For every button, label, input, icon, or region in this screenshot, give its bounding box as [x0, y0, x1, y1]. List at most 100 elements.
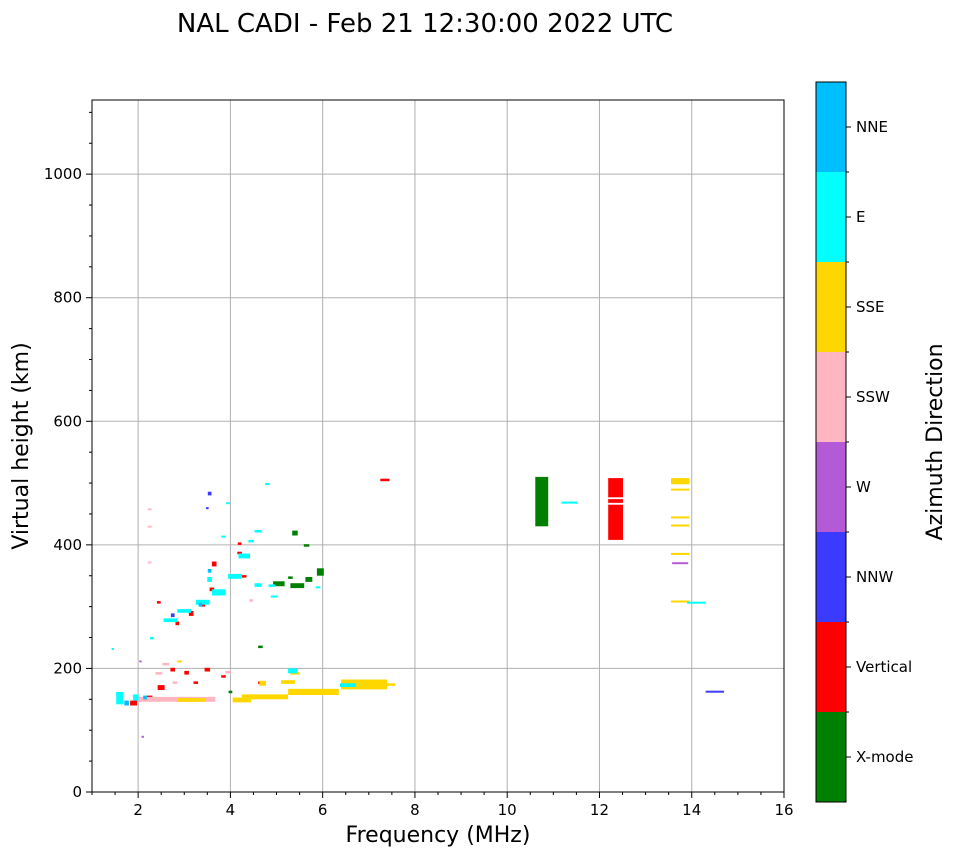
echo-mark: [315, 586, 321, 589]
data-marks: [111, 476, 725, 738]
colorbar-tick-label: SSW: [856, 388, 890, 406]
echo-mark: [225, 670, 231, 674]
colorbar-segment: [816, 82, 846, 172]
echo-mark: [341, 679, 388, 690]
colorbar-segment: [816, 442, 846, 532]
series-e: [111, 483, 706, 705]
echo-mark: [340, 683, 357, 687]
echo-mark: [671, 516, 690, 519]
echo-mark: [248, 539, 254, 543]
x-tick-label: 10: [498, 801, 517, 819]
echo-mark: [211, 589, 226, 596]
echo-mark: [259, 680, 267, 686]
echo-mark: [671, 552, 690, 555]
plot-frame: [91, 99, 785, 793]
echo-mark: [184, 670, 189, 675]
echo-mark: [162, 662, 170, 666]
echo-mark: [141, 735, 144, 738]
echo-mark: [124, 700, 129, 706]
echo-mark: [177, 609, 192, 613]
echo-mark: [244, 694, 254, 700]
echo-mark: [155, 672, 163, 675]
x-tick-label: 14: [682, 801, 701, 819]
echo-mark: [177, 660, 182, 663]
echo-mark: [172, 681, 178, 684]
echo-gap: [608, 497, 623, 500]
y-tick-label: 800: [53, 289, 82, 307]
x-tick-label: 4: [226, 801, 236, 819]
y-tick-label: 0: [72, 783, 82, 801]
echo-mark: [139, 660, 142, 663]
echo-gaps: [608, 497, 623, 505]
series-sse: [177, 478, 690, 703]
echo-mark: [273, 581, 285, 587]
echo-mark: [705, 690, 725, 693]
echo-mark: [687, 601, 706, 604]
echo-mark: [207, 577, 212, 582]
echo-mark: [258, 645, 263, 649]
echo-mark: [143, 695, 147, 700]
colorbar-tick-label: NNE: [856, 118, 888, 136]
echo-mark: [237, 542, 242, 545]
echo-mark: [238, 553, 250, 559]
echo-mark: [195, 599, 210, 605]
echo-mark: [288, 576, 293, 579]
echo-mark: [147, 561, 152, 564]
echo-mark: [147, 508, 152, 511]
colorbar-label: Azimuth Direction: [923, 343, 948, 540]
echo-mark: [292, 530, 298, 536]
echo-mark: [241, 575, 247, 578]
y-tick-label: 1000: [44, 165, 82, 183]
echo-mark: [204, 667, 211, 672]
echo-mark: [150, 636, 154, 640]
echo-mark: [281, 680, 295, 684]
y-tick-label: 200: [53, 659, 82, 677]
echo-mark: [198, 602, 203, 607]
echo-mark: [237, 551, 242, 555]
x-tick-label: 6: [318, 801, 328, 819]
colorbar-tick-label: NNW: [856, 568, 893, 586]
echo-mark: [254, 530, 262, 533]
colorbar-tick-label: SSE: [856, 298, 885, 316]
y-axis-label: Virtual height (km): [9, 342, 34, 549]
colorbar-segment: [816, 622, 846, 712]
echo-mark: [133, 694, 139, 701]
x-tick-label: 12: [590, 801, 609, 819]
axis-ticks: 2 4 6 8 10 12 14 16 0 200 400 600 800 1000: [44, 111, 794, 819]
echo-mark: [147, 525, 152, 528]
echo-mark: [672, 562, 689, 565]
chart-title: NAL CADI - Feb 21 12:30:00 2022 UTC: [177, 9, 673, 39]
colorbar-tick-label: X-mode: [856, 748, 913, 766]
echo-mark: [380, 478, 390, 482]
grid: [92, 100, 784, 792]
echo-mark: [265, 483, 270, 486]
colorbar-segment: [816, 352, 846, 442]
echo-mark: [211, 561, 217, 567]
colorbar-tick-label: W: [856, 478, 871, 496]
echo-mark: [157, 685, 165, 690]
echo-mark: [111, 648, 114, 650]
echo-mark: [671, 478, 690, 485]
x-tick-label: 8: [410, 801, 420, 819]
echo-mark: [671, 600, 690, 603]
echo-mark: [163, 618, 178, 623]
echo-mark: [157, 601, 161, 604]
echo-mark: [130, 700, 137, 706]
y-tick-label: 400: [53, 536, 82, 554]
series-vertical: [130, 478, 623, 706]
series-nnw: [170, 491, 725, 693]
colorbar-tick-label: E: [856, 208, 865, 226]
echo-mark: [170, 667, 175, 672]
series-ssw: [137, 508, 253, 702]
echo-mark: [207, 491, 212, 496]
echo-mark: [383, 683, 396, 686]
echo-mark: [303, 544, 310, 547]
echo-mark: [177, 698, 205, 702]
colorbar-segment: [816, 262, 846, 352]
colorbar-segment: [816, 172, 846, 262]
echo-mark: [288, 688, 339, 695]
echo-mark: [193, 681, 199, 684]
echo-mark: [241, 694, 288, 700]
echo-mark: [228, 573, 242, 579]
echo-mark: [188, 611, 194, 616]
